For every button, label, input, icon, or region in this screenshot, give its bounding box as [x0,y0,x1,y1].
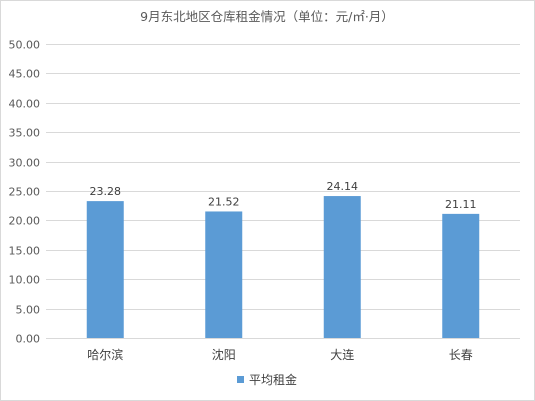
y-tick-label: 40.00 [9,98,41,111]
x-category-label: 大连 [330,347,354,362]
data-label: 21.11 [445,198,477,211]
gridlines [46,44,520,339]
y-tick-label: 20.00 [9,215,41,228]
legend: 平均租金 [237,372,297,387]
bar [205,211,243,338]
legend-swatch [237,376,244,383]
y-tick-label: 10.00 [9,274,41,287]
y-tick-label: 30.00 [9,157,41,170]
x-category-label: 长春 [449,348,473,362]
x-category-label: 哈尔滨 [87,347,123,362]
legend-label: 平均租金 [249,372,297,387]
y-tick-label: 0.00 [16,333,41,346]
data-label: 23.28 [90,185,122,198]
y-axis-ticks: 0.00 5.00 10.00 15.00 20.00 25.00 30.00 35.00 40… [9,39,41,346]
y-tick-label: 50.00 [9,39,41,52]
data-label: 24.14 [327,180,359,193]
bar [442,213,480,338]
bar [86,201,124,338]
y-tick-label: 5.00 [16,304,41,317]
y-tick-label: 35.00 [9,127,41,140]
x-category-label: 沈阳 [212,347,236,362]
bar [323,196,361,338]
data-label: 21.52 [208,195,240,208]
y-tick-label: 25.00 [9,186,41,199]
chart-title: 9月东北地区仓库租金情况（单位：元/㎡·月） [140,9,394,24]
y-tick-label: 45.00 [9,68,41,81]
bars [86,196,480,338]
x-axis-categories: 哈尔滨 沈阳 大连 长春 [87,347,473,362]
data-labels: 23.28 21.52 24.14 21.11 [90,180,477,211]
y-tick-label: 15.00 [9,245,41,258]
